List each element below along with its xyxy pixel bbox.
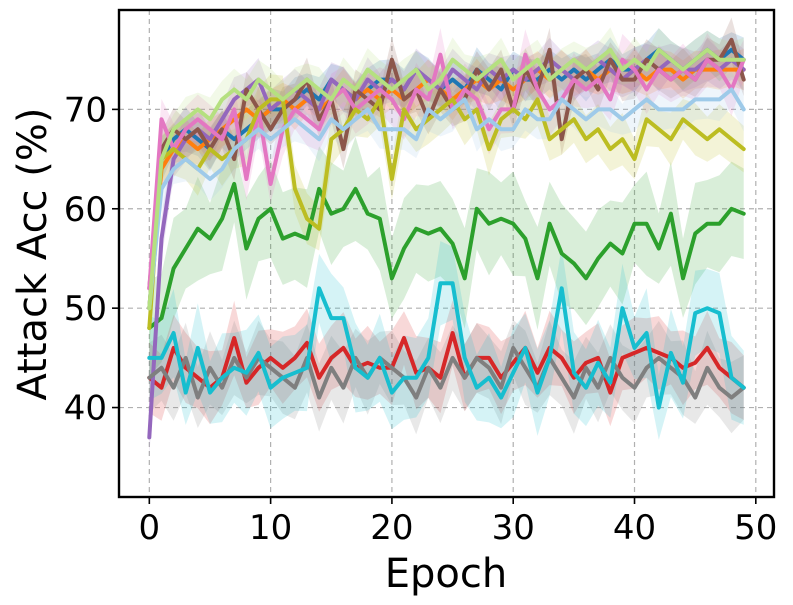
x-tick-label: 30 xyxy=(492,508,535,548)
y-tick-label: 60 xyxy=(64,190,107,230)
series-lines xyxy=(147,37,746,440)
x-tick-label: 40 xyxy=(613,508,656,548)
series-pink xyxy=(147,52,746,291)
band-cyan xyxy=(149,241,744,440)
series-cyan xyxy=(147,281,746,410)
band-orange xyxy=(149,48,744,324)
series-red xyxy=(147,331,746,395)
band-red xyxy=(149,300,744,427)
x-tick-label: 20 xyxy=(370,508,413,548)
plot-frame xyxy=(117,8,776,499)
y-tick-label: 50 xyxy=(64,289,107,329)
x-axis-label: Epoch xyxy=(385,551,507,597)
x-tick-label: 50 xyxy=(734,508,777,548)
band-blue xyxy=(149,28,744,325)
axis-ticks: 0 10 20 30 40 50 40 50 60 70 xyxy=(64,90,778,548)
band-lightblue xyxy=(149,72,744,325)
series-lightblue xyxy=(147,87,746,311)
band-olive xyxy=(149,72,744,353)
x-tick-label: 10 xyxy=(249,508,292,548)
series-lightgreen xyxy=(147,47,746,311)
band-pink xyxy=(149,28,744,315)
y-axis-label: Attack Acc (%) xyxy=(10,108,56,401)
y-tick-label: 40 xyxy=(64,389,107,429)
series-olive xyxy=(147,97,746,330)
series-orange xyxy=(147,67,746,311)
series-green xyxy=(147,181,746,330)
y-tick-label: 70 xyxy=(64,90,107,130)
band-lightgreen xyxy=(149,27,744,326)
series-gray xyxy=(147,345,746,400)
x-tick-label: 0 xyxy=(139,508,161,548)
